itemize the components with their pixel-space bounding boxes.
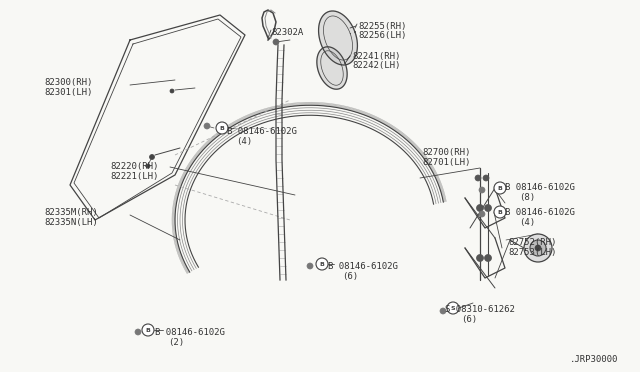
Text: 82256(LH): 82256(LH) <box>358 31 406 40</box>
Text: 82700(RH): 82700(RH) <box>422 148 470 157</box>
Text: S 08310-61262: S 08310-61262 <box>445 305 515 314</box>
Circle shape <box>477 205 483 212</box>
Circle shape <box>484 254 492 262</box>
Circle shape <box>316 258 328 270</box>
Text: B: B <box>497 209 502 215</box>
Text: 82300(RH): 82300(RH) <box>44 78 92 87</box>
Text: (4): (4) <box>236 137 252 146</box>
Polygon shape <box>319 11 357 65</box>
Circle shape <box>479 211 485 217</box>
Circle shape <box>170 89 174 93</box>
Circle shape <box>142 324 154 336</box>
Text: 82335M(RH): 82335M(RH) <box>44 208 98 217</box>
Text: 82221(LH): 82221(LH) <box>110 172 158 181</box>
Circle shape <box>447 302 459 314</box>
Text: 82220(RH): 82220(RH) <box>110 162 158 171</box>
Text: (4): (4) <box>519 218 535 227</box>
Text: 82302A: 82302A <box>271 28 303 37</box>
Text: B 08146-6102G: B 08146-6102G <box>505 183 575 192</box>
Text: .JRP30000: .JRP30000 <box>570 355 618 364</box>
Circle shape <box>479 187 485 193</box>
Text: B: B <box>220 125 225 131</box>
Text: 82752(RH): 82752(RH) <box>508 238 556 247</box>
Circle shape <box>307 263 313 269</box>
Text: B: B <box>497 186 502 190</box>
Circle shape <box>273 39 279 45</box>
Circle shape <box>524 234 552 262</box>
Circle shape <box>216 122 228 134</box>
Circle shape <box>494 182 506 194</box>
Text: B 08146-6102G: B 08146-6102G <box>328 262 398 271</box>
Circle shape <box>477 254 483 262</box>
Circle shape <box>150 154 154 160</box>
Text: B 08146-6102G: B 08146-6102G <box>505 208 575 217</box>
Text: 82255(RH): 82255(RH) <box>358 22 406 31</box>
Circle shape <box>484 205 492 212</box>
Circle shape <box>475 175 481 181</box>
Text: (2): (2) <box>168 338 184 347</box>
Text: B 08146-6102G: B 08146-6102G <box>155 328 225 337</box>
Text: 82242(LH): 82242(LH) <box>352 61 401 70</box>
Circle shape <box>530 240 546 256</box>
Text: 82753(LH): 82753(LH) <box>508 248 556 257</box>
Text: S: S <box>451 305 455 311</box>
Text: B: B <box>319 262 324 266</box>
Circle shape <box>494 206 506 218</box>
Text: (6): (6) <box>342 272 358 281</box>
Text: (8): (8) <box>519 193 535 202</box>
Text: 82335N(LH): 82335N(LH) <box>44 218 98 227</box>
Text: 82301(LH): 82301(LH) <box>44 88 92 97</box>
Text: (6): (6) <box>461 315 477 324</box>
Circle shape <box>204 123 210 129</box>
Circle shape <box>483 175 489 181</box>
Text: 82701(LH): 82701(LH) <box>422 158 470 167</box>
Text: 82241(RH): 82241(RH) <box>352 52 401 61</box>
Text: B 08146-6102G: B 08146-6102G <box>227 127 297 136</box>
Text: B: B <box>145 327 150 333</box>
Circle shape <box>440 308 446 314</box>
Circle shape <box>146 164 150 168</box>
Circle shape <box>535 245 541 251</box>
Polygon shape <box>317 47 347 89</box>
Circle shape <box>135 329 141 335</box>
